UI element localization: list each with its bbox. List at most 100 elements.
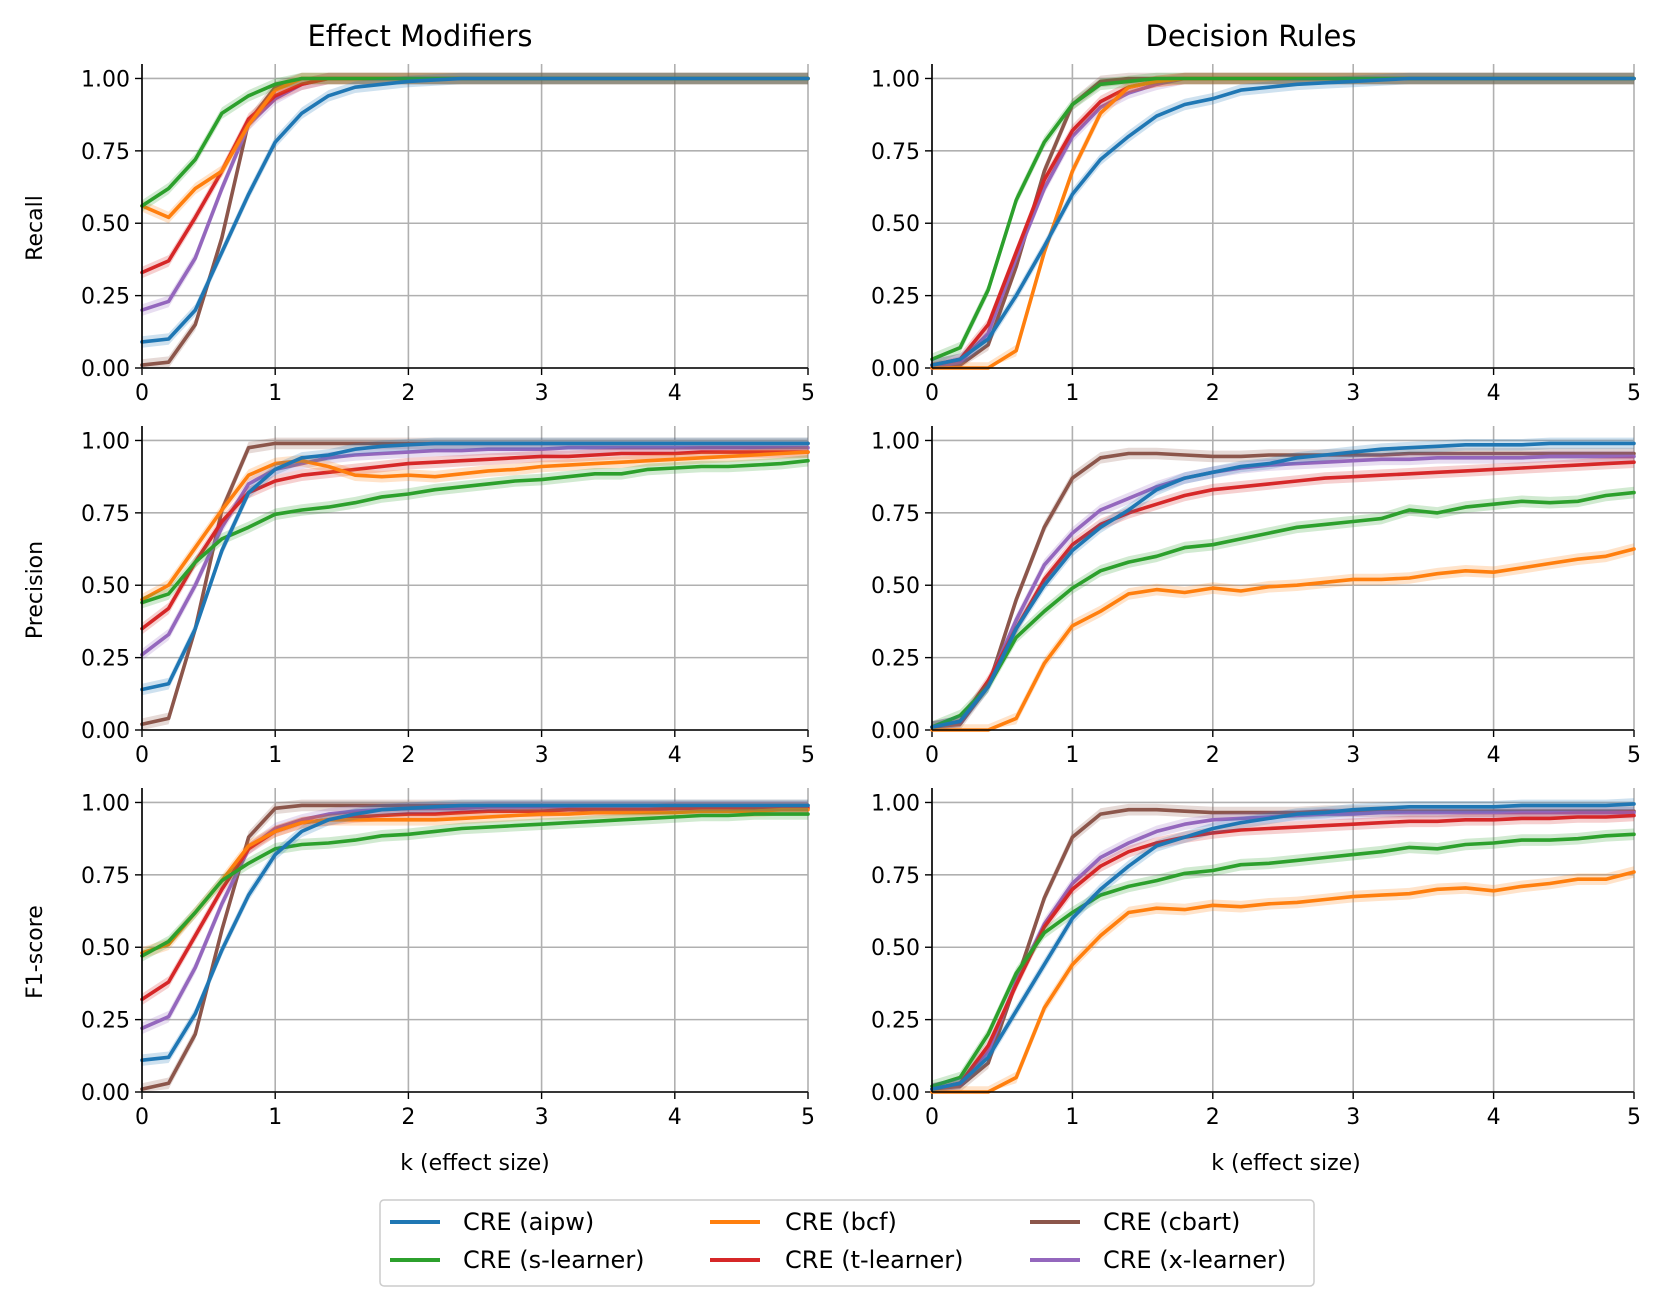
panel-r1-c0-ytick-label-3: 0.75 bbox=[81, 502, 130, 527]
panel-r2-c1-line-bcf bbox=[930, 870, 1636, 1094]
x-axis-label-left: k (effect size) bbox=[400, 1151, 550, 1176]
panel-r1-c0-ytick-label-0: 0.00 bbox=[81, 719, 130, 744]
panel-r1-c1-ytick-label-2: 0.50 bbox=[871, 574, 920, 599]
panel-r0-c0-ytick-label-2: 0.50 bbox=[81, 212, 130, 237]
panel-r2-c0-xtick-label-0: 0 bbox=[135, 1105, 149, 1130]
panel-r2-c1-line-t bbox=[930, 813, 1636, 1091]
panel-r1-c0-xtick-label-0: 0 bbox=[135, 743, 149, 768]
panels-layer: 0 1 2 3 4 50.000.250.500.751.000 1 2 3 4 50.000.25… bbox=[81, 64, 1641, 1130]
panel-r2-c0-band-cbart bbox=[142, 799, 808, 1092]
panel-r0-c1-line-aipw bbox=[930, 76, 1636, 367]
panel-r0-c1-band-cbart bbox=[932, 72, 1634, 368]
panel-r2-c0-ytick-label-4: 1.00 bbox=[81, 791, 130, 816]
panel-r0-c0-line-x bbox=[140, 76, 810, 312]
legend-label-cbart: CRE (cbart) bbox=[1103, 1208, 1240, 1236]
panel-r0-c0-xtick-label-2: 2 bbox=[401, 381, 415, 406]
column-title-decision-rules: Decision Rules bbox=[1146, 19, 1357, 53]
panel-r0-c0-line-cbart bbox=[140, 76, 810, 367]
panel-r0-c0-xtick-label-0: 0 bbox=[135, 381, 149, 406]
panel-r1-c1-ytick-label-4: 1.00 bbox=[871, 429, 920, 454]
panel-r0-c1: 0 1 2 3 4 5 0.00 0.25 0.50 0.75 1.00 bbox=[871, 64, 1641, 406]
panel-r2-c0-xtick-label-3: 3 bbox=[535, 1105, 549, 1130]
panel-r1-c1-xtick-label-5: 5 bbox=[1627, 743, 1641, 768]
panel-r1-c1-band-bcf bbox=[932, 543, 1634, 730]
panel-r2-c1-xtick-label-0: 0 bbox=[925, 1105, 939, 1130]
panel-r0-c1-ytick-label-1: 0.25 bbox=[871, 285, 920, 310]
panel-r2-c1-line-aipw bbox=[930, 802, 1636, 1091]
legend-label-bcf: CRE (bcf) bbox=[785, 1208, 897, 1236]
legend-label-t-learner: CRE (t-learner) bbox=[785, 1246, 963, 1274]
panel-r2-c0-line-s bbox=[140, 812, 810, 958]
panel-r0-c1-ytick-label-2: 0.50 bbox=[871, 212, 920, 237]
panel-r1-c0-line-s bbox=[140, 458, 810, 605]
panel-r1-c1: 0 1 2 3 4 5 0.00 0.25 0.50 0.75 1.00 bbox=[871, 426, 1641, 768]
panel-r2-c1-ytick-label-2: 0.50 bbox=[871, 936, 920, 961]
panel-r1-c0-xtick-label-3: 3 bbox=[535, 743, 549, 768]
panel-r2-c1-xtick-label-5: 5 bbox=[1627, 1105, 1641, 1130]
panel-r0-c0-band-cbart bbox=[142, 72, 808, 368]
panel-r2-c1-band-x bbox=[932, 806, 1634, 1092]
panel-r0-c0: 0 1 2 3 4 5 0.00 0.25 0.50 0.75 1.00 bbox=[81, 64, 815, 406]
panel-r1-c1-xtick-label-1: 1 bbox=[1065, 743, 1079, 768]
panel-r2-c1-ytick-label-3: 0.75 bbox=[871, 864, 920, 889]
panel-r2-c0-ytick-label-1: 0.25 bbox=[81, 1009, 130, 1034]
panel-r0-c0-band-x bbox=[142, 72, 808, 316]
panel-r0-c1-band-bcf bbox=[932, 72, 1634, 368]
panel-r1-c1-line-bcf bbox=[930, 547, 1636, 732]
panel-r2-c0-band-aipw bbox=[142, 799, 808, 1066]
panel-r1-c1-ytick-label-1: 0.25 bbox=[871, 647, 920, 672]
panel-r0-c1-band-aipw bbox=[932, 72, 1634, 368]
panel-r1-c0-line-x bbox=[140, 445, 810, 657]
panel-r0-c1-xtick-label-0: 0 bbox=[925, 381, 939, 406]
panel-r0-c1-xtick-label-2: 2 bbox=[1206, 381, 1220, 406]
panel-r1-c0-xtick-label-5: 5 bbox=[801, 743, 815, 768]
panel-r1-c1-xtick-label-4: 4 bbox=[1487, 743, 1501, 768]
panel-r2-c0-ytick-label-3: 0.75 bbox=[81, 864, 130, 889]
panel-r2-c0-band-s bbox=[142, 808, 808, 962]
panel-r1-c0-line-aipw bbox=[140, 441, 810, 692]
legend-label-x-learner: CRE (x-learner) bbox=[1103, 1246, 1286, 1274]
panel-r0-c1-xtick-label-4: 4 bbox=[1487, 381, 1501, 406]
panel-r0-c0-ytick-label-3: 0.75 bbox=[81, 140, 130, 165]
panel-r2-c0-line-x bbox=[140, 805, 810, 1031]
panel-r1-c1-xtick-label-2: 2 bbox=[1206, 743, 1220, 768]
legend-label-s-learner: CRE (s-learner) bbox=[463, 1246, 645, 1274]
panel-r2-c0-xtick-label-1: 1 bbox=[268, 1105, 282, 1130]
panel-r2-c1-band-t bbox=[932, 809, 1634, 1092]
panel-r0-c1-ytick-label-4: 1.00 bbox=[871, 67, 920, 92]
panel-r0-c0-ytick-label-0: 0.00 bbox=[81, 357, 130, 382]
panel-r0-c1-ytick-label-0: 0.00 bbox=[871, 357, 920, 382]
panel-r0-c1-ytick-label-3: 0.75 bbox=[871, 140, 920, 165]
panel-r1-c1-xtick-label-3: 3 bbox=[1346, 743, 1360, 768]
panel-r1-c1-ytick-label-0: 0.00 bbox=[871, 719, 920, 744]
panel-r0-c1-xtick-label-1: 1 bbox=[1065, 381, 1079, 406]
panel-r1-c0-band-bcf bbox=[142, 446, 808, 606]
panel-r0-c0-ytick-label-1: 0.25 bbox=[81, 285, 130, 310]
panel-r2-c0-xtick-label-2: 2 bbox=[401, 1105, 415, 1130]
panel-r0-c1-band-t bbox=[932, 72, 1634, 368]
panel-r0-c1-line-t bbox=[930, 76, 1636, 367]
x-axis-label-right: k (effect size) bbox=[1211, 1151, 1361, 1176]
panel-r2-c0-band-x bbox=[142, 801, 808, 1035]
panel-r2-c0-line-aipw bbox=[140, 803, 810, 1062]
panel-r0-c0-line-t bbox=[140, 76, 810, 275]
panel-r0-c1-xtick-label-3: 3 bbox=[1346, 381, 1360, 406]
panel-r1-c0-xtick-label-2: 2 bbox=[401, 743, 415, 768]
panel-r0-c0-xtick-label-5: 5 bbox=[801, 381, 815, 406]
panel-r2-c1-line-s bbox=[930, 832, 1636, 1088]
panel-r0-c1-line-s bbox=[930, 76, 1636, 362]
panel-r2-c1-ytick-label-0: 0.00 bbox=[871, 1081, 920, 1106]
legend-frame bbox=[379, 1199, 1315, 1287]
panel-r1-c0-xtick-label-1: 1 bbox=[268, 743, 282, 768]
panel-r2-c0-xtick-label-5: 5 bbox=[801, 1105, 815, 1130]
panel-r1-c1-ytick-label-3: 0.75 bbox=[871, 502, 920, 527]
panel-r0-c1-band-s bbox=[932, 72, 1634, 366]
panel-r2-c0-ytick-label-0: 0.00 bbox=[81, 1081, 130, 1106]
panel-r0-c0-line-aipw bbox=[140, 76, 810, 344]
panel-r1-c1-line-aipw bbox=[930, 441, 1636, 729]
panel-r1-c0-ytick-label-4: 1.00 bbox=[81, 429, 130, 454]
panel-r0-c1-xtick-label-5: 5 bbox=[1627, 381, 1641, 406]
panel-r1-c1-xtick-label-0: 0 bbox=[925, 743, 939, 768]
panel-r2-c1-xtick-label-3: 3 bbox=[1346, 1105, 1360, 1130]
